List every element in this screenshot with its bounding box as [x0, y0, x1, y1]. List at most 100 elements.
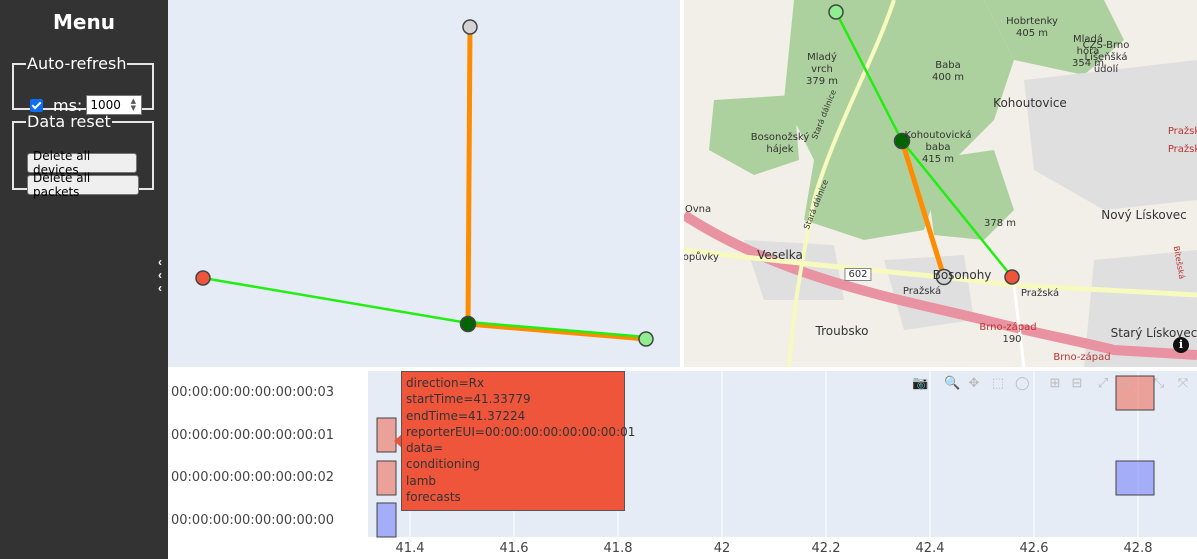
map-place-label: Brno-západ — [1053, 352, 1111, 363]
road — [1012, 284, 1026, 367]
map-place-label: 354 m — [1071, 58, 1105, 69]
map-node-gateway[interactable] — [893, 132, 911, 150]
map-place-label: 190 — [1002, 334, 1022, 345]
sidebar: Menu Auto-refresh ms: 1000 ▲ ▼ Data reset… — [0, 0, 168, 559]
data-reset-group: Data reset Delete all devices Delete all… — [12, 112, 154, 199]
map-place-label: Pražsk — [1167, 144, 1197, 155]
lasso-icon[interactable]: ◯ — [1015, 375, 1030, 390]
main-road — [684, 247, 1197, 298]
autoscale-icon[interactable]: ⤢ — [1097, 375, 1109, 390]
map-place-label: 400 m — [931, 72, 965, 83]
graph-node-grey[interactable] — [462, 19, 478, 35]
graph-node-red[interactable] — [195, 270, 211, 286]
x-tick-label: 41.4 — [395, 541, 425, 556]
delete-all-devices-button[interactable]: Delete all devices — [27, 149, 137, 177]
map-place-label: hora — [1076, 46, 1100, 57]
map-place-label: 379 m — [805, 76, 839, 87]
auto-refresh-checkbox[interactable] — [30, 98, 43, 112]
spinner-icon[interactable]: ▲ ▼ — [130, 97, 136, 112]
urban-area — [1024, 60, 1197, 210]
graph-node-gateway[interactable] — [459, 315, 477, 333]
device-label: 00:00:00:00:00:00:00:01 — [171, 428, 334, 443]
spike-icon[interactable]: ⤡ — [1153, 375, 1165, 390]
auto-refresh-legend: Auto-refresh — [27, 54, 127, 73]
graph-node-light-green[interactable] — [638, 331, 654, 347]
map-place-label: 602 — [844, 268, 872, 281]
map-place-label: Líšeňšká — [1084, 52, 1128, 63]
map-place-label: Baba — [935, 60, 961, 71]
map-place-label: vrch — [811, 64, 833, 75]
x-tick-label: 41.8 — [603, 541, 633, 556]
camera-icon[interactable]: 📷 — [912, 375, 929, 390]
auto-refresh-group: Auto-refresh ms: 1000 ▲ ▼ — [12, 54, 154, 115]
x-tick-label: 42.4 — [915, 541, 945, 556]
map-place-label: 405 m — [1015, 28, 1049, 39]
ms-input[interactable]: 1000 ▲ ▼ — [86, 95, 143, 115]
device-label: 00:00:00:00:00:00:00:00 — [171, 513, 334, 528]
map-place-label: Troubsko — [815, 324, 869, 338]
box-select-icon[interactable]: ⬚ — [991, 375, 1005, 390]
map-place-label: Brno-západ — [979, 322, 1037, 333]
map-place-label: Hobrtenky — [1006, 16, 1058, 27]
map-edge-orange — [899, 140, 947, 278]
map-place-label: Mladá — [1072, 34, 1104, 45]
map-edge-green — [901, 140, 1013, 278]
tooltip-line: reporterEUI=00:00:00:00:00:00:00:01 — [406, 424, 636, 439]
tooltip-line: lamb — [406, 473, 436, 488]
zoom-out-icon[interactable]: ⊟ — [1071, 375, 1083, 390]
pan-icon[interactable]: ✥ — [968, 375, 980, 390]
packet-bar[interactable] — [1115, 375, 1155, 411]
menu-title: Menu — [53, 10, 115, 34]
map-place-label: Pražsk — [1167, 126, 1197, 137]
map-place-label: Starý Lískovec — [1110, 326, 1197, 340]
graph-edge-green — [467, 320, 647, 339]
map-place-label: Bosonožský — [750, 132, 810, 143]
device-label: 00:00:00:00:00:00:00:02 — [171, 470, 334, 485]
x-tick-label: 42.8 — [1123, 541, 1153, 556]
collapse-sidebar-icon[interactable]: ‹ ‹ ‹ — [158, 255, 162, 295]
map-view[interactable]: Hobrtenky 405 m Mladá hora 354 m ČZS-Brno Líše… — [684, 0, 1197, 367]
tooltip-line: direction=Rx — [406, 376, 485, 390]
map-place-label: baba — [925, 142, 951, 153]
compare-icon[interactable]: ⤧ — [1177, 375, 1189, 390]
map-place-label: Veselka — [757, 248, 803, 262]
delete-all-packets-button[interactable]: Delete all packets — [27, 171, 139, 199]
home-icon[interactable]: ⌂ — [1122, 375, 1130, 390]
map-place-label: Kohoutovická — [904, 130, 972, 141]
forest-area — [784, 0, 1014, 240]
map-edge-green — [834, 11, 904, 142]
map-node-light-green[interactable] — [828, 4, 844, 20]
map-place-label: Ovna — [684, 204, 712, 215]
packet-timeline[interactable]: 00:00:00:00:00:00:00:03 00:00:00:00:00:00… — [168, 371, 1197, 559]
data-reset-legend: Data reset — [27, 112, 111, 131]
map-node-red[interactable] — [1004, 269, 1020, 285]
x-tick-label: 42.2 — [811, 541, 841, 556]
graph-edge-green — [202, 276, 469, 325]
forest-area — [924, 150, 1014, 240]
forest-area — [984, 0, 1124, 75]
graph-edge-orange — [465, 26, 473, 325]
map-place-label: 378 m — [983, 218, 1017, 229]
map-place-label: Mladý — [807, 52, 837, 63]
map-place-label: 415 m — [921, 154, 955, 165]
horizontal-splitter[interactable] — [168, 367, 1197, 371]
map-tiles — [684, 0, 1197, 367]
packet-bar[interactable] — [376, 502, 397, 538]
main-road — [787, 0, 896, 367]
x-tick-label: 42 — [713, 541, 731, 556]
graph-edge-orange — [467, 321, 647, 342]
vertical-splitter[interactable] — [680, 0, 684, 367]
tooltip-line: forecasts — [406, 490, 461, 505]
packet-bar[interactable] — [376, 460, 397, 496]
map-node-grey[interactable] — [935, 268, 953, 286]
x-tick-label: 42.6 — [1019, 541, 1049, 556]
zoom-in-icon[interactable]: ⊞ — [1049, 375, 1061, 390]
map-place-label: Pražská — [1020, 288, 1060, 299]
map-place-label: Nový Lískovec — [1101, 208, 1187, 222]
tooltip-line: conditioning — [406, 457, 481, 472]
info-icon[interactable]: i — [1173, 337, 1189, 353]
map-place-label: ČZS-Brno — [1082, 40, 1130, 51]
packet-bar[interactable] — [1115, 460, 1155, 496]
zoom-icon[interactable]: 🔍 — [944, 375, 961, 390]
network-graph[interactable] — [168, 0, 680, 367]
